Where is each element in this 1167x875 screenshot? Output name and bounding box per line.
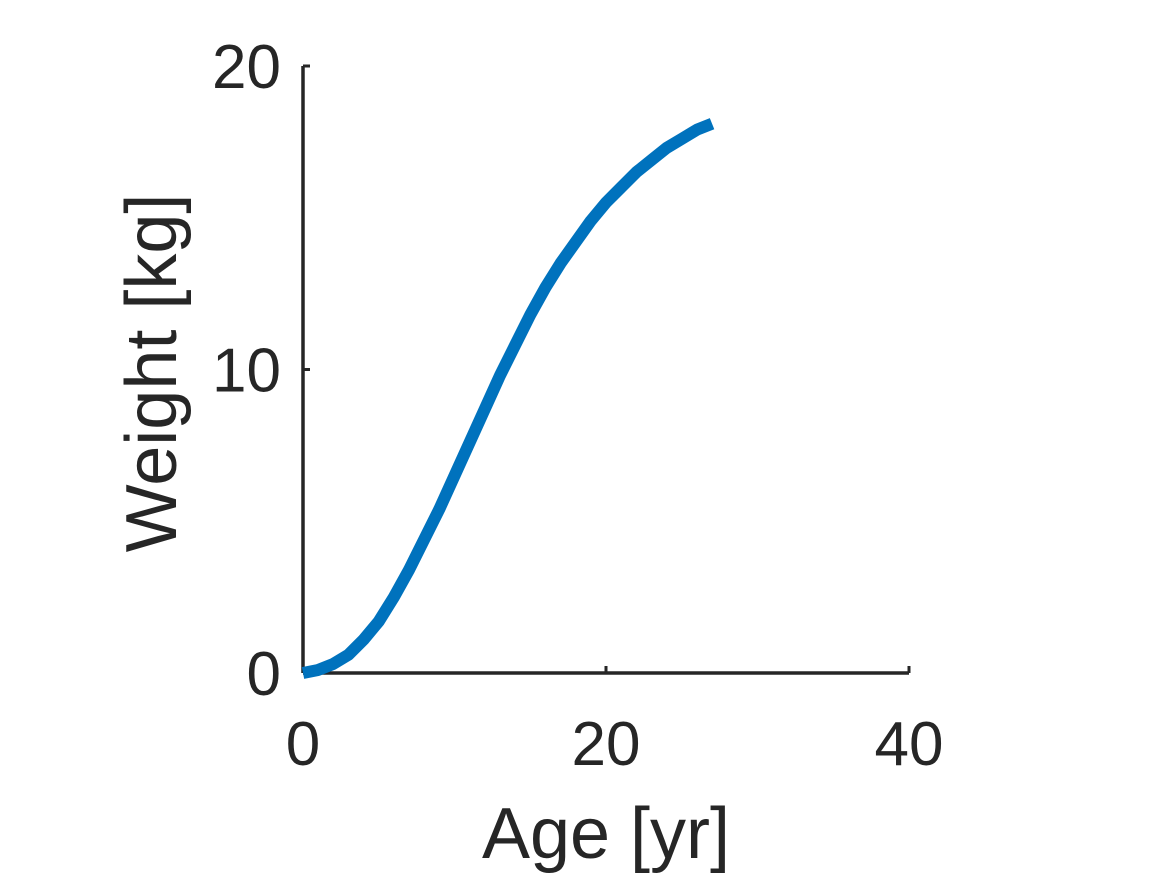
x-tick-label: 40 xyxy=(875,710,944,779)
x-tick-label: 20 xyxy=(572,710,641,779)
y-tick-label: 10 xyxy=(212,337,281,406)
x-axis-label: Age [yr] xyxy=(482,794,730,874)
y-tick-label: 0 xyxy=(247,640,281,709)
tick-labels: 0 20 40 0 10 20 xyxy=(212,33,943,779)
axis-ticks xyxy=(301,64,911,675)
y-axis-label: Weight [kg] xyxy=(112,194,192,553)
series-line xyxy=(301,118,715,679)
data-series-group xyxy=(301,118,715,679)
y-tick-label: 20 xyxy=(212,33,281,102)
x-tick-label: 0 xyxy=(286,710,320,779)
